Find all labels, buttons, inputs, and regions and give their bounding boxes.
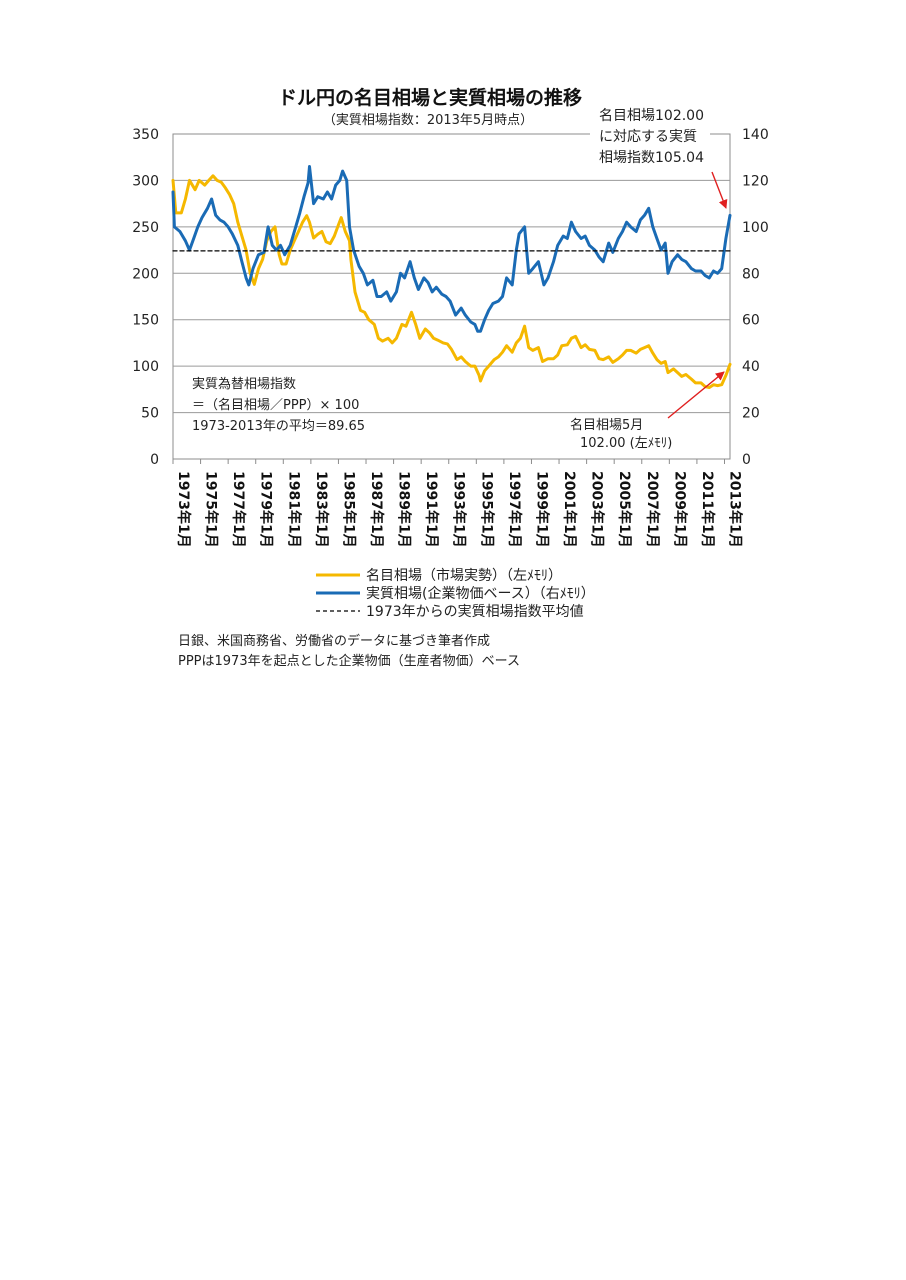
real-rate-line bbox=[171, 165, 732, 333]
right-tick-label: 100 bbox=[742, 220, 769, 236]
right-tick-label: 60 bbox=[742, 313, 760, 329]
x-tick-label: 1989年1月 bbox=[396, 471, 413, 548]
x-tick-label: 1985年1月 bbox=[340, 471, 357, 548]
x-tick-label: 2003年1月 bbox=[589, 471, 606, 548]
x-tick-label: 1987年1月 bbox=[368, 471, 385, 548]
x-tick-label: 1999年1月 bbox=[533, 471, 550, 548]
x-axis: 1973年1月 1975年1月 1977年1月 1979年1月 1981年1月 1983年… bbox=[172, 459, 743, 548]
arrow-to-real-rate bbox=[711, 171, 728, 209]
chart-title: ドル円の名目相場と実質相場の推移 bbox=[278, 86, 582, 109]
left-tick-label: 350 bbox=[132, 127, 159, 143]
left-tick-label: 150 bbox=[132, 313, 159, 329]
x-tick-label: 2011年1月 bbox=[699, 471, 716, 548]
series-layer bbox=[171, 165, 732, 389]
formula-line: 1973-2013年の平均＝89.65 bbox=[192, 419, 365, 434]
legend-label-nominal: 名目相場（市場実勢）（左ﾒﾓﾘ） bbox=[366, 567, 562, 584]
x-tick-label: 1979年1月 bbox=[258, 471, 275, 548]
right-tick-label: 40 bbox=[742, 359, 760, 375]
bottom-right-annotation: 名目相場5月 102.00 (左ﾒﾓﾘ) bbox=[560, 415, 675, 455]
formula-line: ＝（名目相場／PPP）× 100 bbox=[192, 397, 359, 413]
left-tick-label: 250 bbox=[132, 220, 159, 236]
x-tick-label: 2009年1月 bbox=[671, 471, 688, 548]
chart: ドル円の名目相場と実質相場の推移 （実質相場指数：2013年5月時点） 0 50 1… bbox=[132, 86, 769, 620]
x-tick-label: 1997年1月 bbox=[506, 471, 523, 548]
annotation-line: 102.00 (左ﾒﾓﾘ) bbox=[580, 436, 672, 451]
annotation-line: 名目相場102.00 bbox=[599, 108, 704, 124]
source-notes: 日銀、米国商務省、労働省のデータに基づき筆者作成 PPPは1973年を起点とした… bbox=[178, 632, 520, 672]
annotation-line: に対応する実質 bbox=[599, 129, 697, 145]
ppp-note: PPPは1973年を起点とした企業物価（生産者物価）ベース bbox=[178, 654, 520, 669]
formula-line: 実質為替相場指数 bbox=[192, 376, 296, 392]
left-tick-label: 100 bbox=[132, 359, 159, 375]
x-tick-label: 1991年1月 bbox=[423, 471, 440, 548]
left-tick-label: 50 bbox=[141, 406, 159, 422]
legend: 名目相場（市場実勢）（左ﾒﾓﾘ） 実質相場(企業物価ベース）（右ﾒﾓﾘ） 197… bbox=[316, 567, 595, 620]
x-tick-label: 1975年1月 bbox=[203, 471, 220, 548]
arrow-to-nominal-rate bbox=[667, 371, 725, 419]
right-axis: 0 20 40 60 80 100 120 140 bbox=[742, 127, 769, 468]
x-tick-label: 2013年1月 bbox=[726, 471, 743, 548]
left-tick-label: 200 bbox=[132, 266, 159, 282]
annotation-line: 相場指数105.04 bbox=[599, 150, 704, 166]
right-tick-label: 120 bbox=[742, 173, 769, 189]
x-tick-label: 1973年1月 bbox=[175, 471, 192, 548]
x-tick-label: 1981年1月 bbox=[285, 471, 302, 548]
source-note: 日銀、米国商務省、労働省のデータに基づき筆者作成 bbox=[178, 634, 491, 649]
right-tick-label: 20 bbox=[742, 406, 760, 422]
nominal-rate-line bbox=[171, 174, 732, 389]
left-tick-label: 0 bbox=[150, 452, 159, 468]
left-axis: 0 50 100 150 200 250 300 350 bbox=[132, 127, 159, 468]
top-right-annotation: 名目相場102.00 に対応する実質 相場指数105.04 bbox=[590, 108, 710, 168]
right-tick-label: 0 bbox=[742, 452, 751, 468]
annotation-line: 名目相場5月 bbox=[570, 417, 643, 433]
right-tick-label: 80 bbox=[742, 266, 760, 282]
formula-annotation: 実質為替相場指数 ＝（名目相場／PPP）× 100 1973-2013年の平均＝… bbox=[192, 376, 365, 434]
right-tick-label: 140 bbox=[742, 127, 769, 143]
x-tick-label: 1983年1月 bbox=[313, 471, 330, 548]
x-tick-label: 1995年1月 bbox=[478, 471, 495, 548]
legend-label-real: 実質相場(企業物価ベース）（右ﾒﾓﾘ） bbox=[366, 585, 595, 602]
x-tick-label: 1993年1月 bbox=[451, 471, 468, 548]
x-tick-label: 2007年1月 bbox=[644, 471, 661, 548]
x-tick-label: 1977年1月 bbox=[230, 471, 247, 548]
plot-frame bbox=[172, 133, 731, 460]
x-tick-label: 2005年1月 bbox=[616, 471, 633, 548]
x-tick-label: 2001年1月 bbox=[561, 471, 578, 548]
legend-label-average: 1973年からの実質相場指数平均値 bbox=[366, 604, 584, 620]
chart-subtitle: （実質相場指数：2013年5月時点） bbox=[323, 112, 533, 128]
left-tick-label: 300 bbox=[132, 173, 159, 189]
